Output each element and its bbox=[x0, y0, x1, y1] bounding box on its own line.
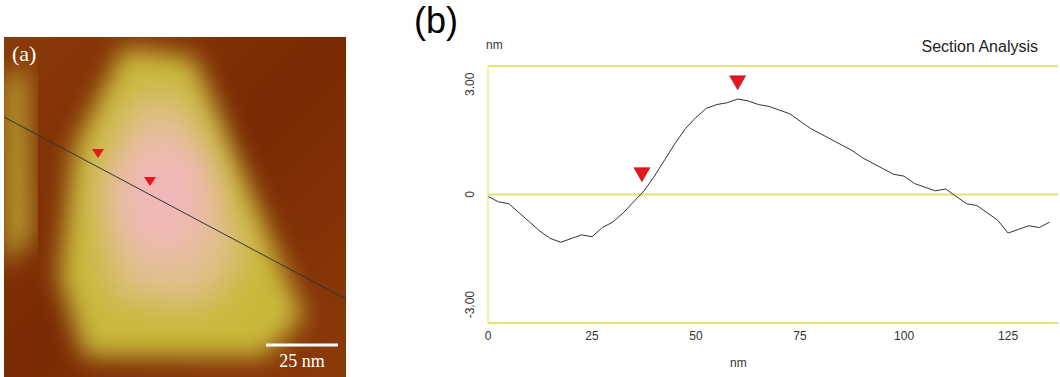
html-text:nm: nm bbox=[486, 38, 503, 52]
svg-text:(a): (a) bbox=[12, 41, 36, 66]
svg-text:75: 75 bbox=[793, 329, 807, 343]
svg-text:25: 25 bbox=[585, 329, 599, 343]
svg-text:3.00: 3.00 bbox=[463, 72, 477, 96]
svg-text:25 nm: 25 nm bbox=[279, 351, 325, 371]
svg-text:0: 0 bbox=[463, 191, 477, 198]
svg-text:50: 50 bbox=[689, 329, 703, 343]
svg-text:-3.00: -3.00 bbox=[463, 291, 477, 319]
svg-text:0: 0 bbox=[485, 329, 492, 343]
html-text:(b): (b) bbox=[414, 0, 458, 41]
svg-text:100: 100 bbox=[894, 329, 914, 343]
html-text:Section Analysis: Section Analysis bbox=[921, 38, 1038, 55]
svg-text:125: 125 bbox=[998, 329, 1018, 343]
html-text:nm: nm bbox=[730, 356, 747, 370]
